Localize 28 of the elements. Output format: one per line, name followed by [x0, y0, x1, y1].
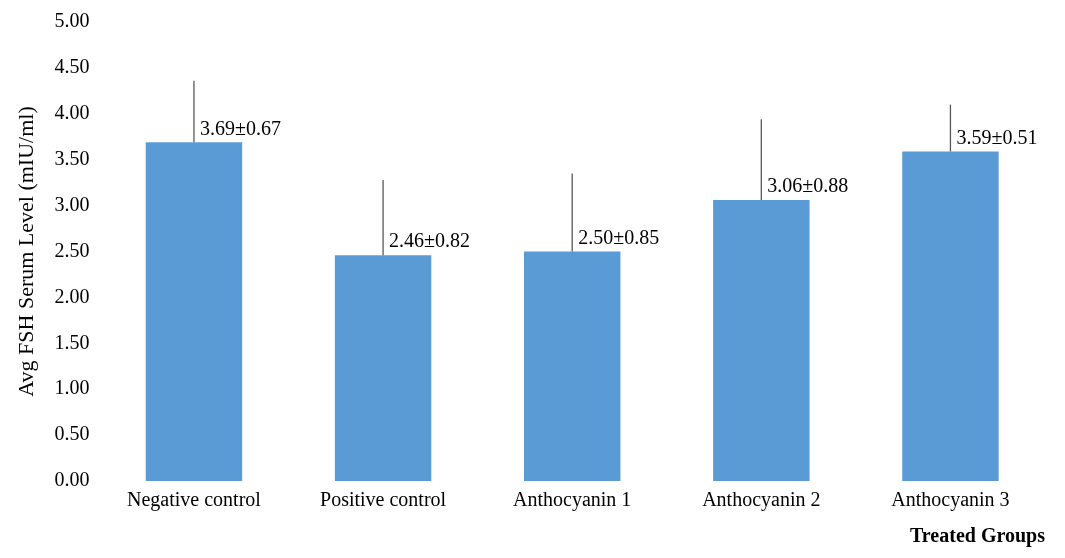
data-label: 3.59±0.51 [956, 125, 1038, 148]
bar [145, 142, 243, 481]
y-tick-label: 3.50 [54, 146, 90, 169]
y-tick-label: 3.00 [54, 192, 90, 215]
y-tick-label: 1.50 [54, 330, 90, 353]
y-tick-label: 2.00 [54, 284, 90, 307]
x-tick-label: Anthocyanin 1 [513, 488, 632, 512]
y-tick-label: 5.00 [54, 9, 90, 32]
data-label: 3.06±0.88 [767, 174, 849, 197]
y-tick-label: 4.50 [54, 55, 90, 78]
bar [523, 251, 621, 481]
data-label: 2.50±0.85 [578, 225, 660, 248]
x-tick-label: Anthocyanin 2 [702, 488, 821, 512]
bar [902, 151, 999, 481]
data-label: 3.69±0.67 [199, 116, 281, 139]
data-label: 2.46±0.82 [389, 229, 471, 252]
x-tick-label: Anthocyanin 3 [891, 488, 1010, 512]
bar [334, 255, 432, 481]
y-tick-label: 1.00 [54, 376, 90, 399]
y-axis-title: Avg FSH Serum Level (mIU/ml) [12, 106, 38, 397]
x-tick-label: Positive control [320, 488, 447, 511]
y-tick-label: 0.50 [54, 422, 90, 445]
y-tick-label: 4.00 [54, 101, 90, 124]
x-tick-label: Negative control [127, 488, 262, 512]
bar [713, 200, 810, 481]
y-tick-label: 2.50 [54, 238, 90, 261]
y-tick-label: 0.00 [54, 468, 90, 491]
x-axis-title: Treated Groups [909, 524, 1046, 548]
